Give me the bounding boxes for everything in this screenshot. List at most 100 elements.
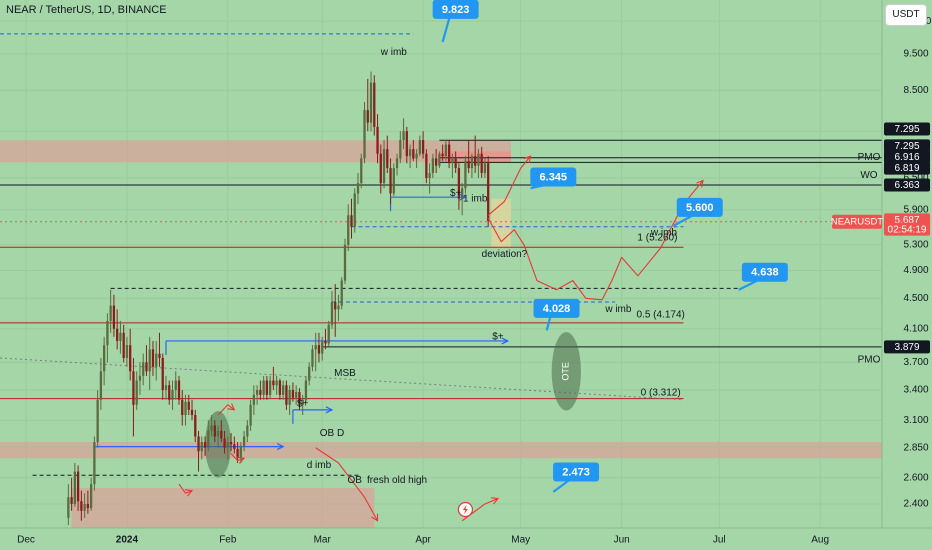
ob-zone-left xyxy=(71,488,375,528)
callouts[interactable]: 9.823 6.345 5.600 4.638 4.028 2.473 xyxy=(432,0,788,493)
callout-5.600[interactable]: 5.600 xyxy=(673,197,723,227)
candle xyxy=(321,336,324,361)
liq-line-4-arrow xyxy=(276,443,285,451)
candle-body xyxy=(350,215,353,227)
candle xyxy=(395,153,399,176)
candle-body xyxy=(174,380,177,391)
candle xyxy=(418,135,421,157)
candle xyxy=(249,399,252,431)
candle-body xyxy=(382,149,386,184)
candle-body xyxy=(223,438,226,448)
candle-body xyxy=(96,399,99,443)
candle-body xyxy=(67,497,70,518)
callout-label: 9.823 xyxy=(442,4,470,16)
candle xyxy=(330,291,334,329)
candle xyxy=(379,144,382,194)
candle-body xyxy=(298,391,301,405)
annotation-text: MSB xyxy=(334,368,356,379)
callout-box xyxy=(553,462,600,482)
candle xyxy=(386,135,389,174)
price-tick-label: 5.300 xyxy=(903,239,928,250)
candle xyxy=(207,420,210,452)
candle-body xyxy=(242,436,246,447)
candle xyxy=(311,345,314,372)
candle xyxy=(477,149,480,179)
callout-box xyxy=(530,167,577,187)
callout-6.345[interactable]: 6.345 xyxy=(530,167,577,190)
annotation-text: OB xyxy=(348,475,363,486)
candle-body xyxy=(135,380,138,405)
price-tick-label: 2.400 xyxy=(903,499,928,510)
candle xyxy=(138,362,142,395)
candle xyxy=(197,430,200,472)
candle-body xyxy=(353,193,356,227)
candle-body xyxy=(369,82,373,123)
annotation-text: 0.5 (4.174) xyxy=(636,309,684,320)
callout-label: 4.638 xyxy=(751,267,779,279)
candle-body xyxy=(343,244,347,281)
callout-4.028[interactable]: 4.028 xyxy=(533,298,580,331)
candle-body xyxy=(203,442,207,448)
candle-body xyxy=(340,280,343,306)
callout-9.823[interactable]: 9.823 xyxy=(432,0,479,43)
candle xyxy=(438,151,441,169)
price-label: 3.879 xyxy=(894,342,919,353)
candle xyxy=(190,399,194,421)
annotation-text: $+ xyxy=(450,188,462,199)
candle-body xyxy=(405,131,408,157)
candle-body xyxy=(197,436,200,452)
candle xyxy=(457,163,461,210)
candle-body xyxy=(112,305,116,329)
callout-2.473[interactable]: 2.473 xyxy=(552,462,600,493)
candle xyxy=(444,140,448,161)
price-label: 5.687 xyxy=(894,215,919,226)
candle xyxy=(454,151,457,174)
candle-body xyxy=(360,158,363,184)
small-arrow-1-arrowhead xyxy=(227,403,236,411)
candle xyxy=(220,420,223,443)
candle-body xyxy=(259,390,262,395)
candle-body xyxy=(282,385,285,395)
candle-body xyxy=(138,375,142,381)
small-arrow-1 xyxy=(217,404,235,416)
candle-body xyxy=(444,144,448,157)
candle-body xyxy=(125,345,129,358)
candle xyxy=(278,378,282,400)
callout-label: 2.473 xyxy=(562,466,590,478)
candle xyxy=(285,380,288,410)
candle-body xyxy=(216,430,220,437)
candle xyxy=(213,420,216,443)
candle-body xyxy=(116,328,119,341)
callout-label: 4.028 xyxy=(543,303,571,315)
candle xyxy=(412,140,415,161)
price-tick-label: 6.500 xyxy=(903,173,928,184)
candle xyxy=(483,158,487,179)
ote-ellipse xyxy=(551,332,581,411)
candle xyxy=(200,436,203,460)
candle-body xyxy=(226,442,229,448)
candle-body xyxy=(210,425,213,431)
candle xyxy=(119,320,122,354)
price-axis-background[interactable] xyxy=(882,0,932,528)
candle-body xyxy=(233,444,236,449)
time-axis[interactable]: Dec 2024 Feb Mar Apr May Jun Jul Aug xyxy=(17,535,829,546)
annotation-text: $+ xyxy=(297,398,309,409)
candle-body xyxy=(177,380,181,400)
candle xyxy=(80,490,83,521)
candle-body xyxy=(171,390,174,400)
currency-button[interactable]: USDT xyxy=(885,4,927,26)
candle-body xyxy=(373,82,376,127)
candle xyxy=(317,332,321,363)
candle-body xyxy=(184,401,187,416)
price-axis[interactable]: 10.5009.5008.5007.5006.5005.9005.3004.90… xyxy=(831,16,932,510)
candle xyxy=(177,375,181,405)
candle-body xyxy=(187,401,190,410)
candle xyxy=(168,380,171,405)
symbol-title[interactable]: NEAR / TetherUS, 1D, BINANCE xyxy=(6,4,167,16)
callout-4.638[interactable]: 4.638 xyxy=(738,262,788,291)
candle-body xyxy=(337,305,340,310)
projection-down-path xyxy=(315,447,379,522)
time-axis-background[interactable] xyxy=(0,528,932,550)
candle xyxy=(308,362,311,386)
